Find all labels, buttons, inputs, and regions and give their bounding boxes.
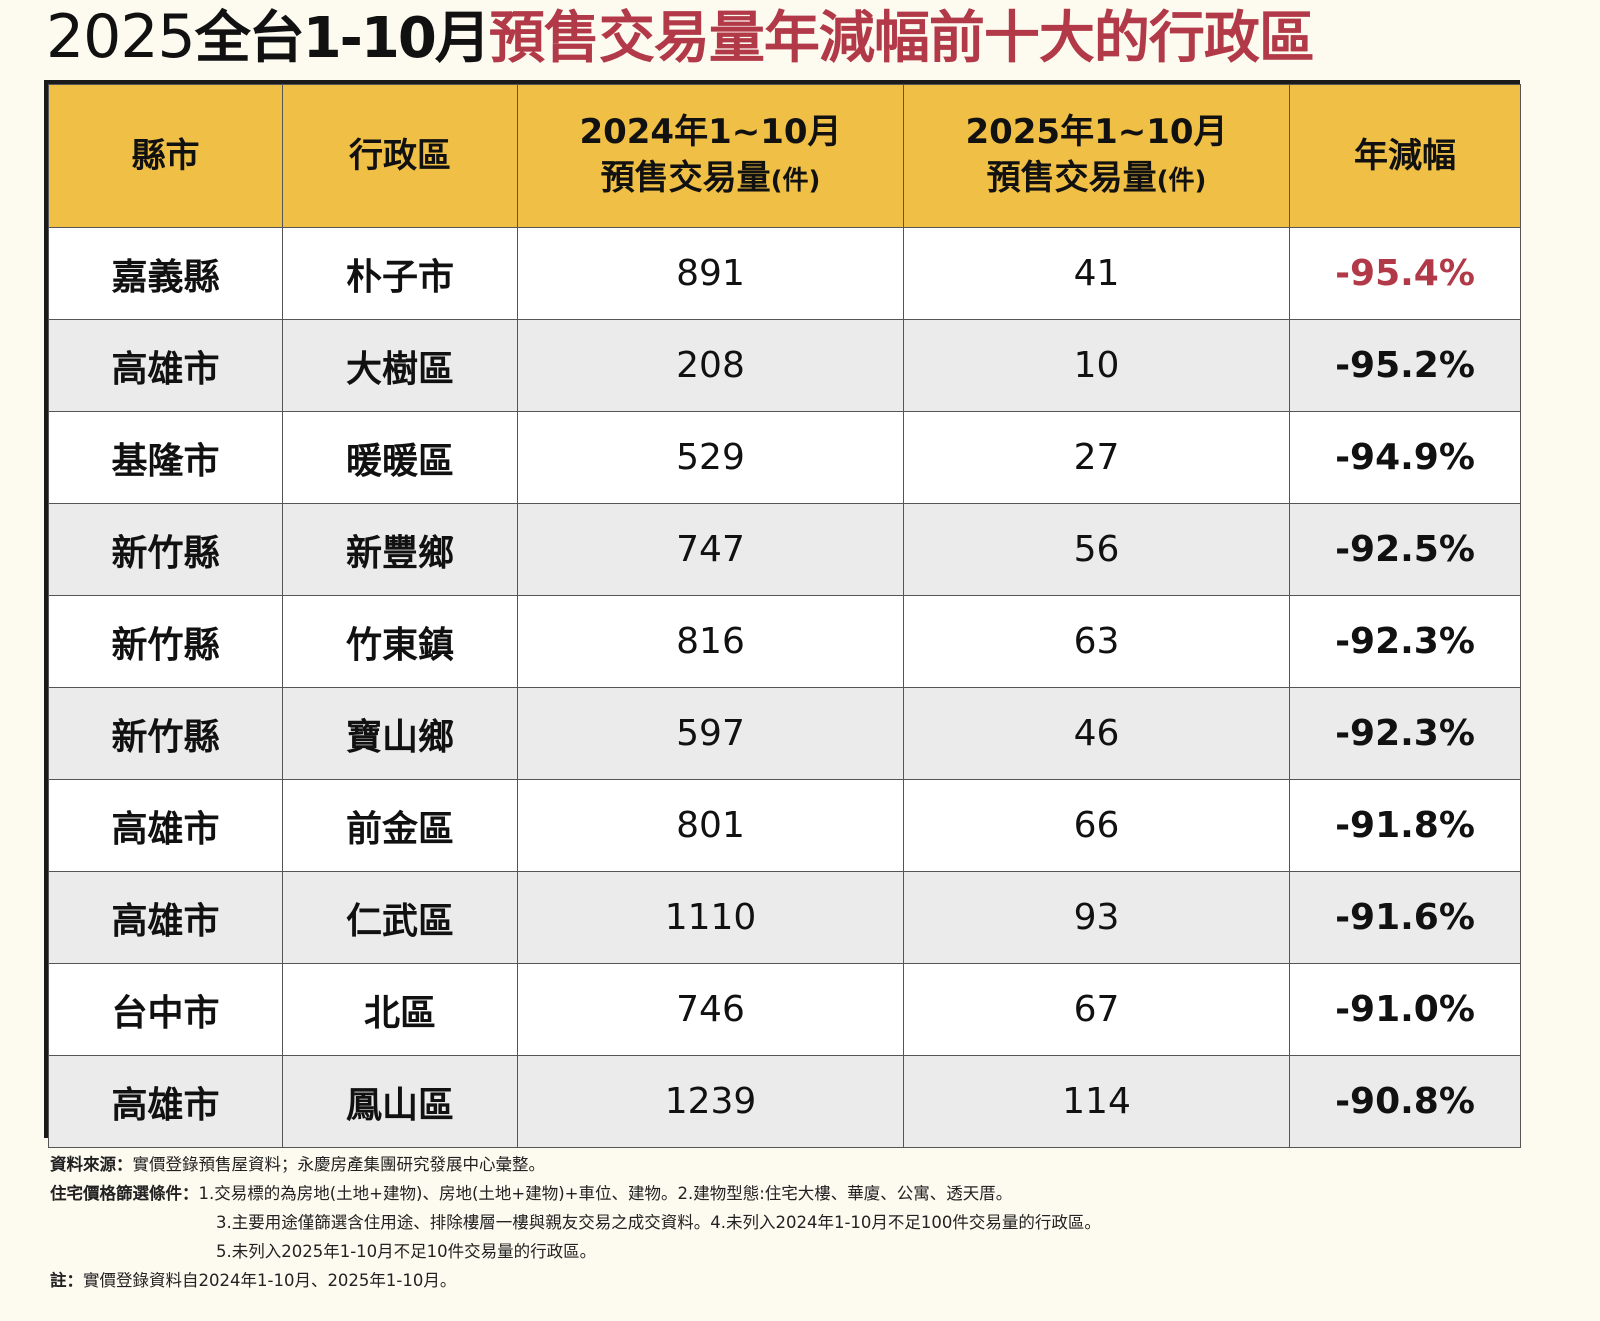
cell-county: 高雄市 [48,871,283,964]
cell-district: 新豐鄉 [282,503,518,596]
cell-2025-value: 10 [903,319,1290,412]
table-row: 高雄市 仁武區 1110 93 -91.6% [48,871,1521,964]
cell-2025-value: 93 [903,871,1290,964]
cell-county: 台中市 [48,963,283,1056]
note-text: 實價登錄資料自2024年1-10月、2025年1-10月。 [83,1271,457,1290]
cell-change: -91.8% [1289,779,1521,872]
criteria-label: 住宅價格篩選條件： [50,1184,199,1203]
cell-county: 基隆市 [48,411,283,504]
header-2024-line1: 2024年1~10月 [579,111,842,152]
criteria-line2: 3.主要用途僅篩選含住用途、排除樓層一樓與親友交易之成交資料。4.未列入2024… [216,1213,1101,1232]
cell-county: 高雄市 [48,779,283,872]
cell-2024-value: 597 [517,687,904,780]
title-part-b: 預售交易量年減幅前十大的行政區 [488,6,1315,71]
cell-2024-value: 801 [517,779,904,872]
header-2024: 2024年1~10月 預售交易量(件) [517,84,904,228]
cell-2025-value: 56 [903,503,1290,596]
cell-district: 大樹區 [282,319,518,412]
header-county: 縣市 [48,84,283,228]
cell-county: 新竹縣 [48,595,283,688]
header-change: 年減幅 [1289,84,1521,228]
table-row: 基隆市 暖暖區 529 27 -94.9% [48,411,1521,504]
header-2024-line2: 預售交易量 [600,157,771,198]
criteria-line1: 1.交易標的為房地(土地+建物)、房地(土地+建物)+車位、建物。2.建物型態:… [198,1184,1013,1203]
cell-county: 新竹縣 [48,503,283,596]
table-row: 新竹縣 新豐鄉 747 56 -92.5% [48,503,1521,596]
source-label: 資料來源： [50,1155,133,1174]
cell-district: 寶山鄉 [282,687,518,780]
cell-change: -92.5% [1289,503,1521,596]
cell-2025-value: 41 [903,227,1290,320]
footnotes: 資料來源： 實價登錄預售屋資料；永慶房產集團研究發展中心彙整。 住宅價格篩選條件：… [50,1150,1550,1295]
title-year: 2025 [46,2,196,72]
cell-2024-value: 746 [517,963,904,1056]
table-row: 新竹縣 寶山鄉 597 46 -92.3% [48,687,1521,780]
cell-2025-value: 66 [903,779,1290,872]
cell-2024-value: 1239 [517,1055,904,1148]
cell-2024-value: 891 [517,227,904,320]
cell-district: 北區 [282,963,518,1056]
cell-2024-value: 208 [517,319,904,412]
cell-district: 暖暖區 [282,411,518,504]
table-row: 高雄市 鳳山區 1239 114 -90.8% [48,1055,1521,1148]
table-row: 嘉義縣 朴子市 891 41 -95.4% [48,227,1521,320]
cell-change: -90.8% [1289,1055,1521,1148]
cell-2024-value: 747 [517,503,904,596]
criteria-line3: 5.未列入2025年1-10月不足10件交易量的行政區。 [216,1242,597,1261]
cell-change: -91.0% [1289,963,1521,1056]
cell-2025-value: 67 [903,963,1290,1056]
data-table: 縣市 行政區 2024年1~10月 預售交易量(件) 2025年1~10月 預售… [44,80,1521,1148]
header-district: 行政區 [282,84,518,228]
header-2025-line1: 2025年1~10月 [965,111,1228,152]
cell-district: 仁武區 [282,871,518,964]
table-row: 高雄市 前金區 801 66 -91.8% [48,779,1521,872]
cell-change: -95.2% [1289,319,1521,412]
cell-district: 前金區 [282,779,518,872]
table-row: 高雄市 大樹區 208 10 -95.2% [48,319,1521,412]
table-header-row: 縣市 行政區 2024年1~10月 預售交易量(件) 2025年1~10月 預售… [48,84,1521,228]
cell-2024-value: 529 [517,411,904,504]
table-row: 台中市 北區 746 67 -91.0% [48,963,1521,1056]
cell-district: 竹東鎮 [282,595,518,688]
cell-2025-value: 114 [903,1055,1290,1148]
cell-2025-value: 46 [903,687,1290,780]
cell-county: 高雄市 [48,1055,283,1148]
cell-district: 朴子市 [282,227,518,320]
table-row: 新竹縣 竹東鎮 816 63 -92.3% [48,595,1521,688]
cell-county: 新竹縣 [48,687,283,780]
cell-county: 嘉義縣 [48,227,283,320]
cell-2024-value: 1110 [517,871,904,964]
header-2024-unit: (件) [770,165,821,196]
cell-change: -94.9% [1289,411,1521,504]
source-text: 實價登錄預售屋資料；永慶房產集團研究發展中心彙整。 [132,1155,546,1174]
cell-2024-value: 816 [517,595,904,688]
page-title: 2025全台1-10月預售交易量年減幅前十大的行政區 [46,0,1315,78]
cell-change: -91.6% [1289,871,1521,964]
cell-change: -92.3% [1289,595,1521,688]
cell-change: -95.4% [1289,227,1521,320]
cell-2025-value: 27 [903,411,1290,504]
cell-district: 鳳山區 [282,1055,518,1148]
header-2025: 2025年1~10月 預售交易量(件) [903,84,1290,228]
header-2025-line2: 預售交易量 [986,157,1157,198]
cell-2025-value: 63 [903,595,1290,688]
title-part-a: 全台1-10月 [194,6,491,71]
cell-county: 高雄市 [48,319,283,412]
note-label: 註： [50,1271,83,1290]
header-2025-unit: (件) [1156,165,1207,196]
cell-change: -92.3% [1289,687,1521,780]
